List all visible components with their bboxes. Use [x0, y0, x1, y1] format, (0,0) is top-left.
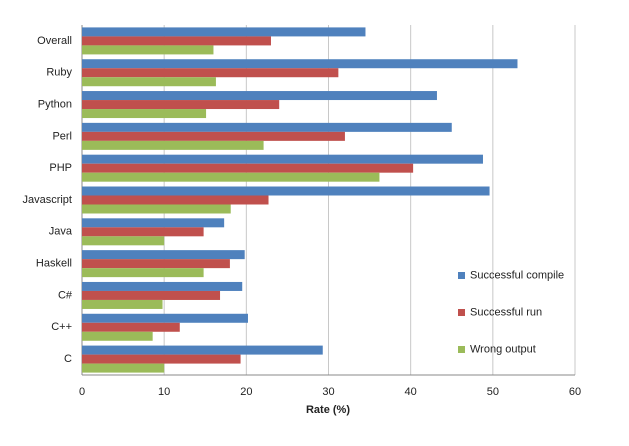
bar: [82, 77, 216, 87]
bar: [82, 227, 204, 237]
bar: [82, 259, 230, 269]
y-tick-label: Haskell: [36, 258, 72, 270]
bar: [82, 204, 231, 214]
bar: [82, 172, 380, 182]
y-tick-label: PHP: [49, 162, 72, 174]
bar: [82, 154, 483, 164]
bar: [82, 100, 280, 110]
bar: [82, 109, 207, 119]
legend-label: Wrong output: [470, 343, 536, 355]
bar: [82, 131, 345, 141]
legend-swatch: [458, 346, 465, 353]
bar: [82, 299, 163, 309]
bar: [82, 313, 248, 323]
bar: [82, 281, 243, 291]
bar: [82, 186, 490, 196]
x-tick-label: 40: [405, 386, 417, 398]
legend-label: Successful compile: [470, 269, 564, 281]
y-tick-label: Python: [38, 98, 72, 110]
bar: [82, 322, 180, 332]
bar: [82, 91, 437, 101]
y-tick-label: C: [64, 353, 72, 365]
bar: [82, 195, 269, 205]
bar: [82, 250, 245, 260]
bar: [82, 163, 414, 173]
y-tick-label: Javascript: [22, 194, 72, 206]
y-tick-label: Perl: [52, 130, 72, 142]
bar: [82, 236, 165, 246]
y-tick-label: Overall: [37, 35, 72, 47]
bar: [82, 331, 153, 341]
bar: [82, 268, 204, 278]
y-tick-label: C#: [58, 289, 73, 301]
bar: [82, 140, 264, 150]
bar: [82, 290, 221, 300]
bar: [82, 27, 366, 37]
bar: [82, 354, 241, 364]
x-tick-label: 10: [158, 386, 170, 398]
y-tick-label: Ruby: [46, 67, 72, 79]
bar: [82, 218, 225, 228]
bar: [82, 59, 518, 69]
bar: [82, 363, 165, 373]
bar: [82, 45, 214, 55]
bar: [82, 122, 452, 132]
x-axis-title: Rate (%): [306, 404, 350, 416]
legend-swatch: [458, 309, 465, 316]
legend-label: Successful run: [470, 306, 542, 318]
x-tick-label: 30: [322, 386, 334, 398]
y-tick-label: C++: [51, 321, 72, 333]
bar: [82, 345, 323, 355]
bar: [82, 36, 271, 46]
x-tick-label: 60: [569, 386, 581, 398]
x-tick-label: 0: [79, 386, 85, 398]
bar: [82, 68, 339, 78]
legend-swatch: [458, 272, 465, 279]
x-tick-label: 20: [240, 386, 252, 398]
x-tick-label: 50: [487, 386, 499, 398]
y-tick-label: Java: [49, 226, 73, 238]
